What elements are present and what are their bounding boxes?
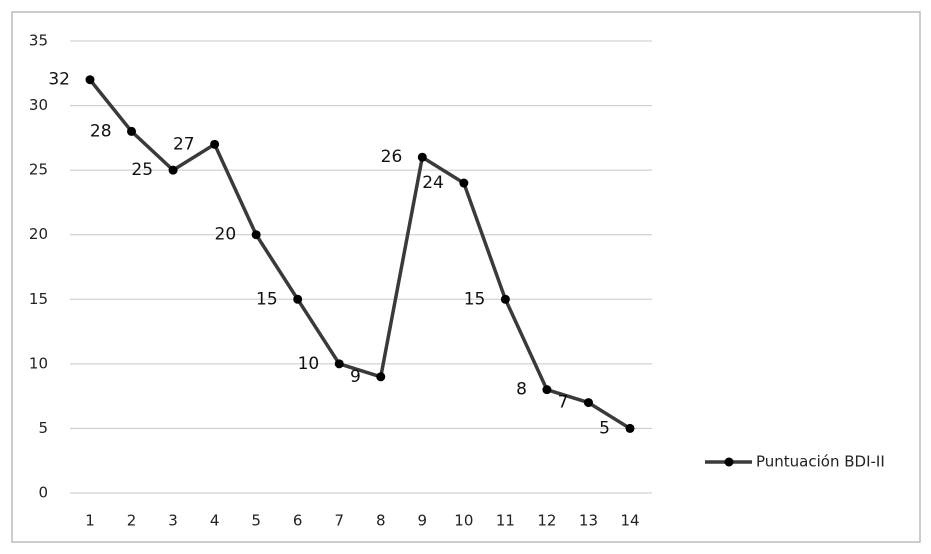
x-tick-label: 12 [537, 512, 556, 530]
x-tick-label: 7 [334, 512, 344, 530]
data-point [168, 165, 178, 175]
y-tick-label: 20 [29, 225, 48, 243]
y-tick-label: 15 [29, 290, 48, 308]
x-tick-label: 13 [579, 512, 598, 530]
data-point [542, 385, 552, 395]
x-tick-label: 10 [454, 512, 473, 530]
x-tick-label: 6 [293, 512, 303, 530]
chart-border [11, 11, 921, 543]
x-tick-label: 4 [210, 512, 220, 530]
x-tick-label: 9 [418, 512, 428, 530]
y-tick-label: 10 [29, 354, 48, 372]
legend-marker [724, 457, 734, 467]
data-label: 26 [381, 147, 403, 167]
y-tick-label: 30 [29, 96, 48, 114]
data-label: 10 [298, 354, 320, 374]
data-label: 25 [131, 160, 153, 180]
data-point [376, 372, 386, 382]
data-label: 15 [256, 289, 278, 309]
data-point [417, 152, 427, 162]
y-tick-label: 25 [29, 161, 48, 179]
data-label: 32 [48, 70, 70, 90]
x-tick-label: 5 [251, 512, 261, 530]
y-tick-label: 35 [29, 32, 48, 50]
data-point [625, 423, 635, 433]
x-tick-label: 1 [85, 512, 95, 530]
data-label: 28 [90, 121, 112, 141]
data-point [500, 294, 510, 304]
data-label: 5 [599, 418, 610, 438]
data-label: 24 [422, 173, 444, 193]
data-label: 20 [215, 225, 237, 245]
data-label: 27 [173, 134, 195, 154]
x-tick-label: 3 [168, 512, 178, 530]
data-point [251, 230, 261, 240]
data-label: 9 [350, 367, 361, 387]
data-point [210, 139, 220, 149]
y-tick-label: 0 [38, 484, 48, 502]
data-label: 8 [516, 380, 527, 400]
data-point [127, 126, 137, 136]
x-tick-label: 8 [376, 512, 386, 530]
x-tick-label: 11 [496, 512, 515, 530]
data-point [334, 359, 344, 369]
data-label: 7 [558, 393, 569, 413]
data-label: 15 [464, 289, 486, 309]
data-point [583, 398, 593, 408]
data-point [293, 294, 303, 304]
series-line [88, 78, 631, 430]
data-point [459, 178, 469, 188]
y-tick-label: 5 [38, 419, 48, 437]
x-tick-label: 2 [127, 512, 137, 530]
legend-label: Puntuación BDI-II [756, 453, 885, 471]
data-point [85, 75, 95, 85]
x-tick-label: 14 [620, 512, 639, 530]
